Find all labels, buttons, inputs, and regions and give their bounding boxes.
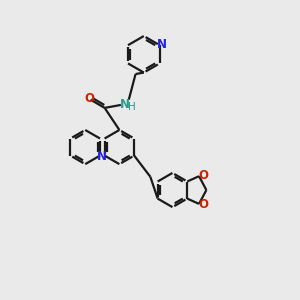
Text: N: N	[120, 98, 130, 111]
Text: H: H	[128, 102, 136, 112]
Text: O: O	[84, 92, 94, 105]
Text: O: O	[198, 169, 208, 182]
Text: O: O	[198, 198, 208, 211]
Text: N: N	[156, 38, 167, 50]
Text: N: N	[97, 150, 107, 163]
